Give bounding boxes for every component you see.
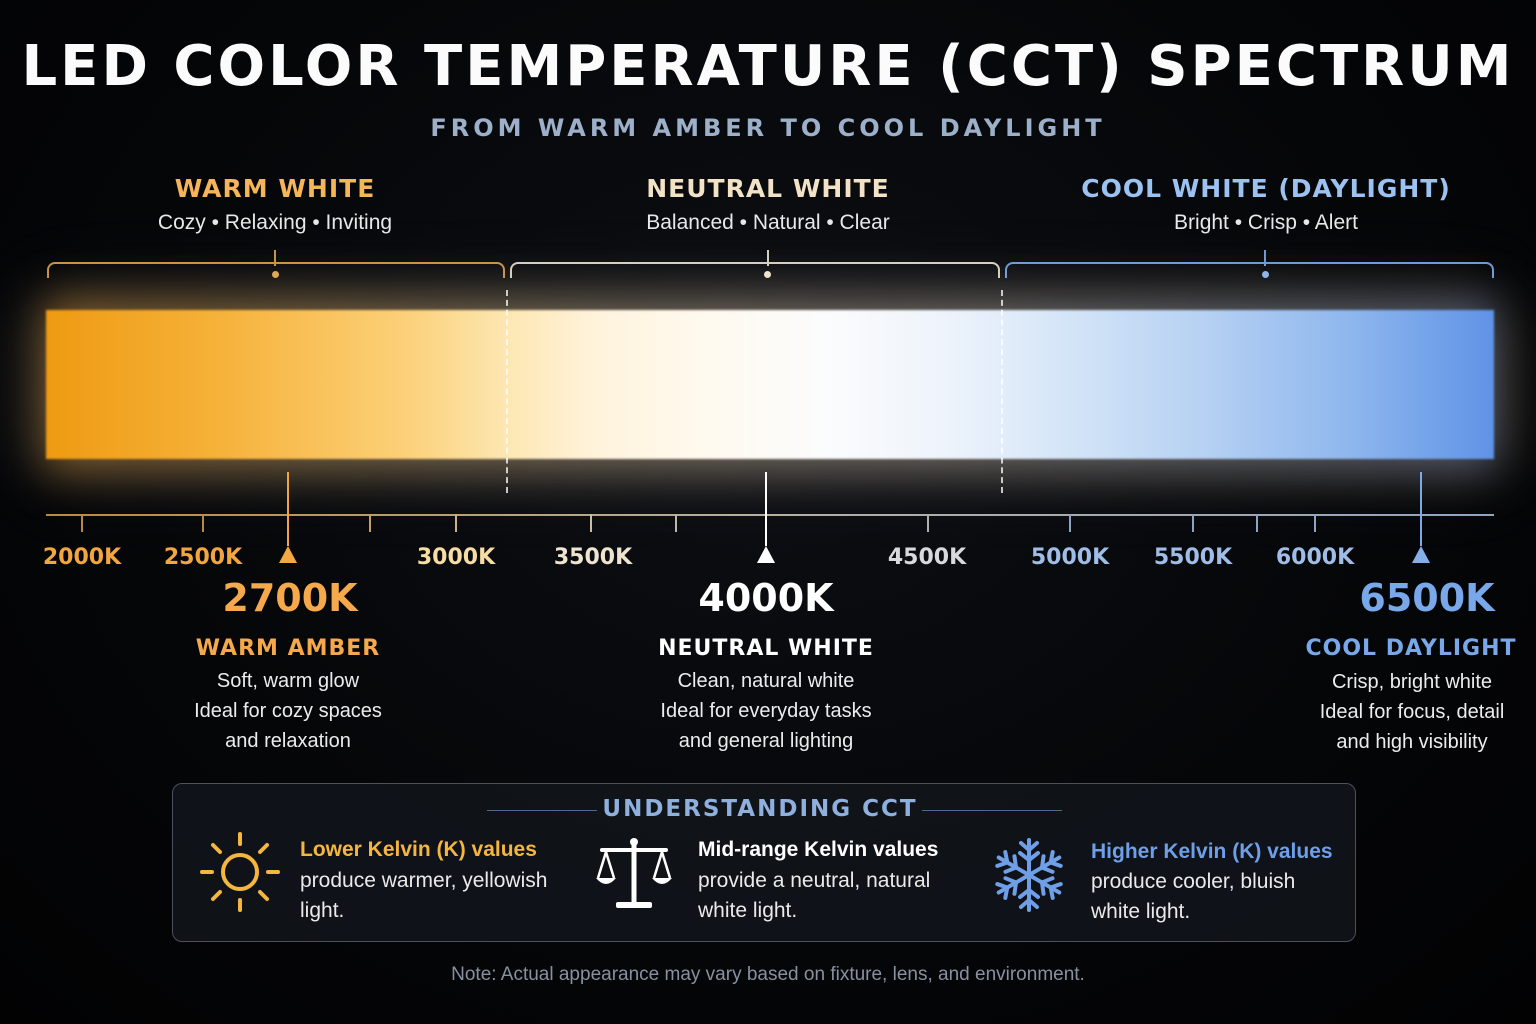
zone-neutral-bracket (510, 262, 1000, 278)
axis-tick (369, 514, 371, 532)
info-lower-kelvin-head: Lower Kelvin (K) values (300, 838, 537, 861)
info-line: provide a neutral, natural (698, 869, 931, 892)
desc-line: Ideal for focus, detail (1319, 701, 1505, 723)
tick-label-5500k: 5500K (1153, 545, 1233, 570)
snowflake-icon (992, 838, 1066, 912)
tick-label-2000k: 2000K (42, 545, 122, 570)
info-line: white light. (698, 899, 798, 922)
info-mid-kelvin-head: Mid-range Kelvin values (698, 838, 939, 861)
zone-warm-bracket (47, 262, 505, 278)
desc-line: and general lighting (678, 730, 854, 752)
desc-line: Ideal for everyday tasks (660, 700, 872, 722)
highlight-4000k-desc: Clean, natural white Ideal for everyday … (616, 666, 916, 756)
axis-tick (1256, 514, 1258, 532)
axis-tick (1192, 514, 1194, 532)
zone-warm-subtitle: Cozy • Relaxing • Inviting (157, 211, 393, 234)
zone-neutral-bracket-stem (767, 250, 769, 266)
zone-divider-warm-neutral (506, 290, 508, 493)
highlight-4000k-label: NEUTRAL WHITE (658, 636, 874, 661)
desc-line: and relaxation (225, 730, 351, 752)
tick-label-6000k: 6000K (1275, 545, 1355, 570)
pointer-2700k-arrow (279, 546, 297, 563)
panel-title-rule-left (487, 810, 597, 811)
page-title: LED COLOR TEMPERATURE (CCT) SPECTRUM (21, 34, 1515, 99)
zone-warm-bracket-stem (274, 250, 276, 266)
kelvin-axis (46, 514, 1494, 516)
zone-warm-bracket-dot (272, 271, 279, 278)
highlight-4000k-value: 4000K (698, 576, 834, 620)
highlight-2700k-desc: Soft, warm glow Ideal for cozy spaces an… (138, 666, 438, 756)
highlight-2700k-value: 2700K (222, 576, 358, 620)
axis-tick (1314, 514, 1316, 532)
info-line: produce warmer, yellowish (300, 869, 548, 892)
pointer-4000k-arrow (757, 546, 775, 563)
zone-cool-title: COOL WHITE (DAYLIGHT) (1081, 174, 1451, 203)
zone-neutral-bracket-dot (764, 271, 771, 278)
scale-icon (596, 838, 672, 908)
pointer-2700k-line (287, 472, 289, 546)
zone-cool-bracket-stem (1264, 250, 1266, 266)
pointer-4000k-line (765, 472, 767, 546)
axis-tick (675, 514, 677, 532)
highlight-2700k-label: WARM AMBER (195, 636, 381, 661)
highlight-6500k-label: COOL DAYLIGHT (1305, 636, 1517, 661)
tick-label-5000k: 5000K (1030, 545, 1110, 570)
sun-icon (200, 832, 280, 912)
pointer-6500k-line (1420, 472, 1422, 546)
tick-label-4500k: 4500K (887, 545, 967, 570)
highlight-6500k-value: 6500K (1359, 576, 1495, 620)
axis-tick (927, 514, 929, 532)
axis-tick (81, 514, 83, 532)
info-higher-kelvin-text: produce cooler, bluish white light. (1091, 867, 1295, 927)
understanding-cct-panel (172, 783, 1356, 942)
axis-tick (590, 514, 592, 532)
zone-divider-neutral-cool (1001, 290, 1003, 493)
tick-label-3500k: 3500K (553, 545, 633, 570)
info-mid-kelvin-text: provide a neutral, natural white light. (698, 866, 930, 926)
zone-cool-bracket (1005, 262, 1494, 278)
page-subtitle: FROM WARM AMBER TO COOL DAYLIGHT (430, 114, 1106, 142)
desc-line: Crisp, bright white (1331, 671, 1493, 693)
axis-tick (455, 514, 457, 532)
zone-neutral-subtitle: Balanced • Natural • Clear (646, 211, 890, 234)
panel-title-rule-right (922, 810, 1062, 811)
desc-line: Clean, natural white (677, 670, 855, 692)
axis-tick (202, 514, 204, 532)
panel-title: UNDERSTANDING CCT (602, 796, 918, 822)
zone-neutral-title: NEUTRAL WHITE (646, 174, 890, 203)
zone-cool-subtitle: Bright • Crisp • Alert (1174, 211, 1358, 234)
info-higher-kelvin-head: Higher Kelvin (K) values (1091, 840, 1333, 863)
tick-label-2500k: 2500K (163, 545, 243, 570)
footnote: Note: Actual appearance may vary based o… (451, 964, 1085, 985)
spectrum-bar (46, 310, 1494, 459)
zone-warm-title: WARM WHITE (174, 174, 376, 203)
axis-tick (1069, 514, 1071, 532)
zone-cool-bracket-dot (1262, 271, 1269, 278)
info-line: light. (300, 899, 345, 922)
highlight-6500k-desc: Crisp, bright white Ideal for focus, det… (1262, 667, 1536, 757)
desc-line: Soft, warm glow (216, 670, 360, 692)
desc-line: Ideal for cozy spaces (194, 700, 382, 722)
desc-line: and high visibility (1336, 731, 1488, 753)
tick-label-3000k: 3000K (416, 545, 496, 570)
info-line: white light. (1091, 900, 1191, 923)
info-lower-kelvin-text: produce warmer, yellowish light. (300, 866, 547, 926)
pointer-6500k-arrow (1412, 546, 1430, 563)
info-line: produce cooler, bluish (1091, 870, 1296, 893)
